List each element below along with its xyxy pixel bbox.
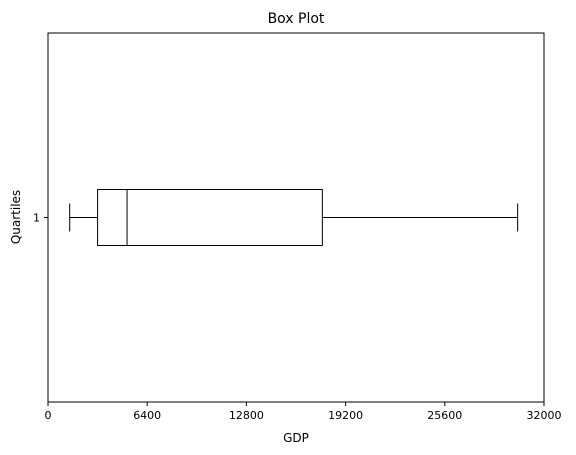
- boxes-layer: [69, 189, 519, 246]
- x-tick-label: 25600: [427, 409, 462, 422]
- x-tick-label: 19200: [328, 409, 363, 422]
- chart-title: Box Plot: [268, 11, 325, 27]
- y-axis: 1: [33, 212, 48, 225]
- x-tick-label: 12800: [229, 409, 264, 422]
- y-axis-title: Quartiles: [9, 190, 23, 244]
- x-tick-label: 32000: [527, 409, 562, 422]
- y-tick-label: 1: [33, 212, 40, 225]
- x-tick-label: 0: [45, 409, 52, 422]
- x-axis: 0 6400 12800 19200 25600 32000: [45, 402, 562, 422]
- iqr-box: [97, 189, 323, 246]
- x-axis-title: GDP: [283, 431, 309, 445]
- x-tick-label: 6400: [133, 409, 161, 422]
